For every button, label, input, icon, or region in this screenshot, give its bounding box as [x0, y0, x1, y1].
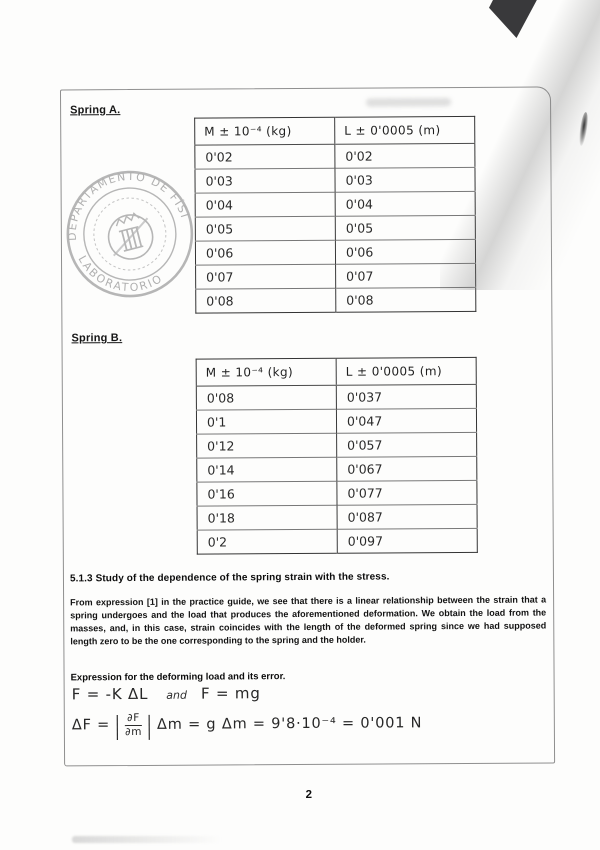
table-row: 0'05 0'05	[195, 215, 476, 242]
formula-and-word: and	[166, 688, 187, 702]
table-cell: 0'07	[335, 263, 476, 289]
spring-a-table: M ± 10⁻⁴ (kg) L ± 0'0005 (m) 0'02 0'02 0'0…	[194, 115, 477, 314]
spring-a-heading: Spring A.	[70, 104, 121, 117]
spring-b-table-head: M ± 10⁻⁴ (kg) L ± 0'0005 (m)	[196, 357, 477, 387]
table-row: 0'16 0'077	[196, 480, 478, 507]
table-row: 0'06 0'06	[195, 239, 476, 266]
table-cell: 0'03	[334, 167, 476, 193]
table-cell: 0'037	[336, 384, 477, 410]
mass-column-header: M ± 10⁻⁴ (kg)	[196, 358, 337, 387]
handwritten-formula-hooke: F = -K ΔL and F = mg	[72, 684, 261, 703]
table-row: 0'07 0'07	[195, 263, 476, 290]
length-column-header: L ± 0'0005 (m)	[336, 357, 477, 386]
table-cell: 0'02	[194, 144, 335, 170]
table-cell: 0'04	[195, 192, 336, 218]
table-cell: 0'06	[195, 240, 336, 266]
table-cell: 0'18	[197, 505, 338, 531]
formula-hooke-law: F = -K ΔL	[71, 684, 149, 704]
fraction-numerator: ∂F	[125, 711, 142, 726]
table-cell: 0'047	[336, 408, 477, 434]
formula-weight: F = mg	[200, 684, 261, 703]
table-cell: 0'06	[335, 239, 476, 265]
table-cell: 0'08	[195, 288, 336, 314]
table-row: 0'08 0'037	[196, 384, 477, 411]
spring-b-heading: Spring B.	[71, 332, 123, 345]
table-row: 0'18 0'087	[197, 504, 478, 531]
table-cell: 0'057	[336, 432, 477, 458]
table-cell: 0'077	[336, 480, 478, 506]
table-row: 0'2 0'097	[197, 528, 478, 555]
table-cell: 0'16	[196, 481, 338, 507]
table-cell: 0'08	[335, 287, 476, 313]
spring-a-table-body: 0'02 0'02 0'03 0'03 0'04 0'04 0'05 0'05 0'06 0'06…	[194, 143, 476, 314]
table-row: 0'08 0'08	[195, 287, 476, 314]
table-cell: 0'04	[335, 191, 476, 217]
table-row: 0'12 0'057	[196, 432, 477, 459]
table-cell: 0'03	[194, 168, 336, 194]
scan-smudge-bottom	[72, 836, 222, 843]
table-cell: 0'1	[196, 409, 337, 435]
mass-column-header: M ± 10⁻⁴ (kg)	[194, 117, 335, 146]
spring-b-table-body: 0'08 0'037 0'1 0'047 0'12 0'057 0'14 0'067 0'16 0…	[196, 384, 478, 555]
table-cell: 0'12	[196, 433, 337, 459]
partial-derivative-fraction: ∂F ∂m	[125, 711, 143, 738]
page-number: 2	[305, 788, 313, 801]
table-cell: 0'087	[337, 504, 478, 530]
table-cell: 0'2	[197, 529, 338, 555]
length-column-header: L ± 0'0005 (m)	[334, 116, 475, 145]
abs-bar-left: |	[112, 710, 123, 740]
table-row: 0'02 0'02	[194, 143, 475, 170]
abs-bar-right: |	[144, 710, 155, 740]
table-row: 0'14 0'067	[196, 456, 477, 483]
table-cell: 0'14	[196, 457, 337, 483]
handwritten-formula-error: ΔF = | ∂F ∂m | Δm = g Δm = 9'8·10⁻⁴ = 0'…	[72, 706, 423, 742]
table-header-row: M ± 10⁻⁴ (kg) L ± 0'0005 (m)	[194, 116, 475, 146]
table-cell: 0'08	[196, 385, 337, 411]
table-row: 0'03 0'03	[194, 167, 476, 194]
table-cell: 0'067	[336, 456, 477, 482]
spring-b-table: M ± 10⁻⁴ (kg) L ± 0'0005 (m) 0'08 0'037 0'…	[195, 356, 478, 555]
section-paragraph: From expression [1] in the practice guid…	[70, 594, 547, 647]
formula-error-lhs: ΔF =	[71, 717, 111, 734]
table-cell: 0'097	[337, 528, 478, 554]
table-cell: 0'02	[334, 143, 475, 169]
table-row: 0'04 0'04	[195, 191, 476, 218]
table-row: 0'1 0'047	[196, 408, 477, 435]
table-cell: 0'05	[195, 216, 336, 242]
fraction-denominator: ∂m	[125, 725, 143, 738]
formula-error-rest: Δm = g Δm = 9'8·10⁻⁴ = 0'001 N	[156, 715, 423, 733]
spring-a-table-head: M ± 10⁻⁴ (kg) L ± 0'0005 (m)	[194, 116, 475, 146]
table-cell: 0'05	[335, 215, 476, 241]
table-header-row: M ± 10⁻⁴ (kg) L ± 0'0005 (m)	[196, 357, 477, 387]
